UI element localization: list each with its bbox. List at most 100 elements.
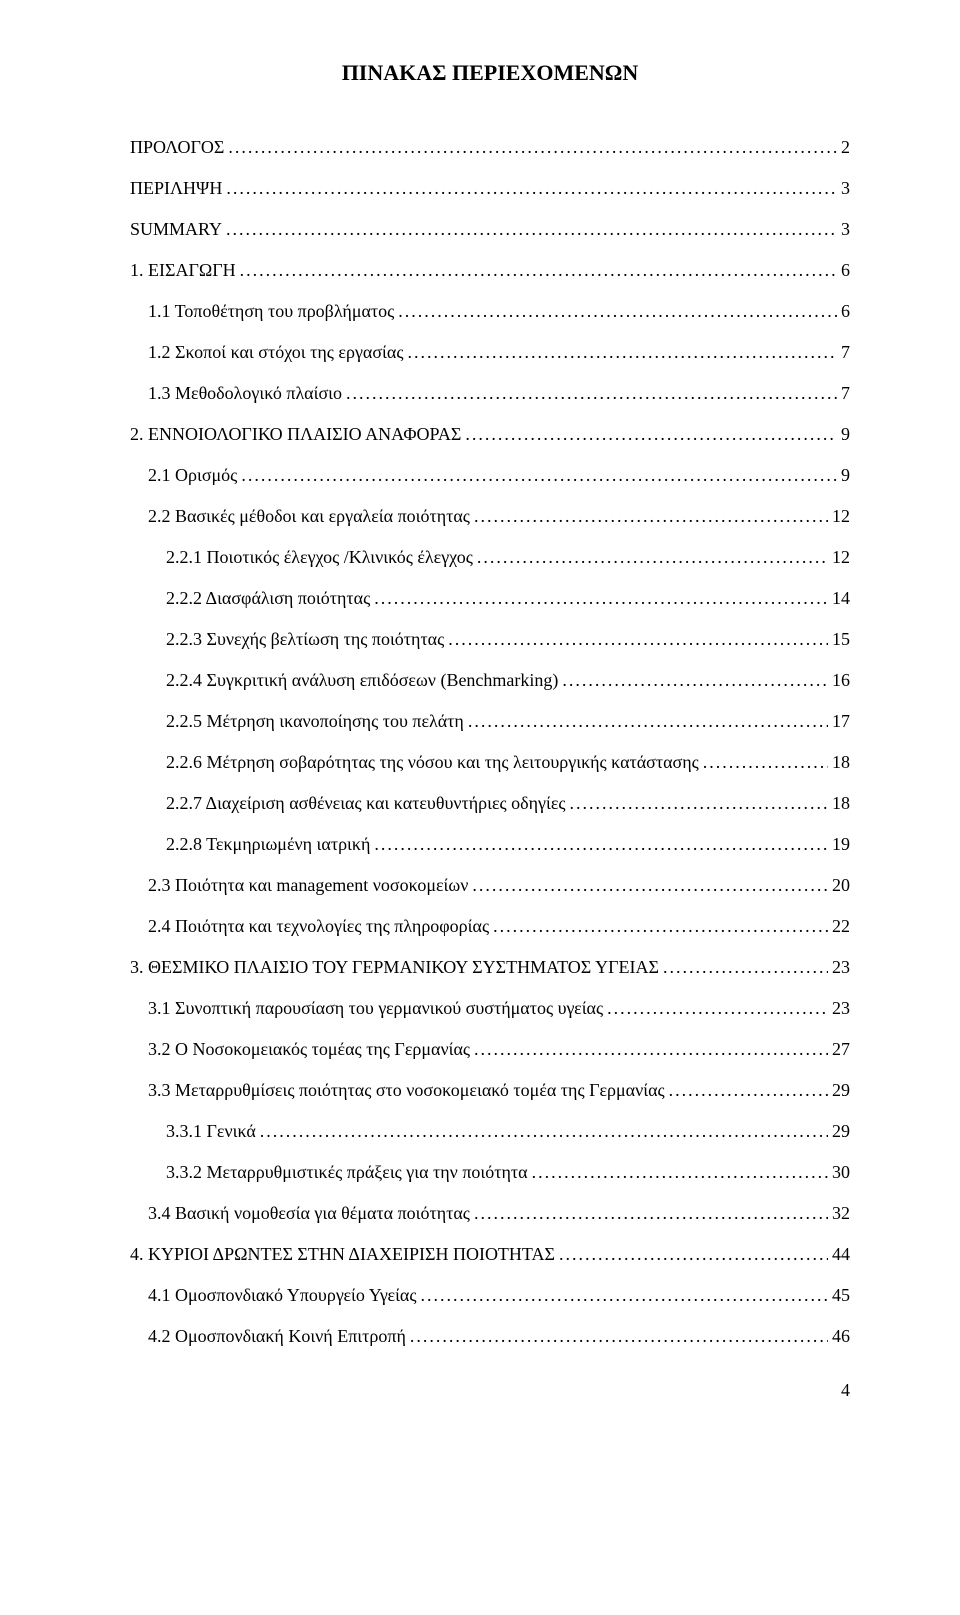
toc-entry-label: 3.2 Ο Νοσοκομειακός τομέας της Γερμανίας (130, 1036, 470, 1063)
toc-leader (562, 667, 828, 694)
toc-entry-label: 3.3 Μεταρρυθμίσεις ποιότητας στο νοσοκομ… (130, 1077, 665, 1104)
toc-row: 2.2.5 Μέτρηση ικανοποίησης του πελάτη 17 (130, 708, 850, 735)
toc-entry-page: 12 (832, 544, 850, 571)
toc-entry-page: 23 (832, 995, 850, 1022)
toc-leader (663, 954, 828, 981)
toc-entry-label: 3.1 Συνοπτική παρουσίαση του γερμανικού … (130, 995, 603, 1022)
toc-entry-page: 16 (832, 667, 850, 694)
toc-entry-label: 1.3 Μεθοδολογικό πλαίσιο (130, 380, 342, 407)
toc-entry-page: 7 (841, 380, 850, 407)
toc-entry-label: 1.2 Σκοποί και στόχοι της εργασίας (130, 339, 403, 366)
toc-row: 3.2 Ο Νοσοκομειακός τομέας της Γερμανίας… (130, 1036, 850, 1063)
toc-entry-page: 32 (832, 1200, 850, 1227)
page-number: 4 (130, 1380, 850, 1401)
toc-leader (477, 544, 828, 571)
toc-entry-page: 29 (832, 1118, 850, 1145)
toc-row: ΠΕΡΙΛΗΨΗ 3 (130, 175, 850, 202)
toc-entry-page: 18 (832, 790, 850, 817)
toc-entry-label: ΠΡΟΛΟΓΟΣ (130, 134, 224, 161)
toc-entry-label: 1.1 Τοποθέτηση του προβλήματος (130, 298, 394, 325)
toc-entry-page: 6 (841, 298, 850, 325)
toc-row: 4.1 Ομοσπονδιακό Υπουργείο Υγείας45 (130, 1282, 850, 1309)
toc-row: 3.3.1 Γενικά 29 (130, 1118, 850, 1145)
toc-entry-page: 18 (832, 749, 850, 776)
toc-entry-page: 14 (832, 585, 850, 612)
toc-row: 2.2.4 Συγκριτική ανάλυση επιδόσεων (Benc… (130, 667, 850, 694)
toc-entry-label: 3.4 Βασική νομοθεσία για θέματα ποιότητα… (130, 1200, 470, 1227)
toc-entry-page: 15 (832, 626, 850, 653)
page-title: ΠΙΝΑΚΑΣ ΠΕΡΙΕΧΟΜΕΝΩΝ (130, 60, 850, 86)
toc-row: 3.3.2 Μεταρρυθμιστικές πράξεις για την π… (130, 1159, 850, 1186)
toc-entry-page: 7 (841, 339, 850, 366)
toc-row: 2.2.2 Διασφάλιση ποιότητας 14 (130, 585, 850, 612)
toc-leader (570, 790, 828, 817)
toc-entry-label: 2.2.4 Συγκριτική ανάλυση επιδόσεων (Benc… (130, 667, 558, 694)
toc-entry-label: 2.2.1 Ποιοτικός έλεγχος /Κλινικός έλεγχο… (130, 544, 473, 571)
toc-row: 4. ΚΥΡΙΟΙ ΔΡΩΝΤΕΣ ΣΤΗΝ ΔΙΑΧΕΙΡΙΣΗ ΠΟΙΟΤΗ… (130, 1241, 850, 1268)
toc-leader (241, 462, 837, 489)
toc-entry-label: 2.2 Βασικές μέθοδοι και εργαλεία ποιότητ… (130, 503, 470, 530)
toc-entry-page: 22 (832, 913, 850, 940)
toc-entry-label: 2.4 Ποιότητα και τεχνολογίες της πληροφο… (130, 913, 489, 940)
toc-leader (374, 831, 828, 858)
toc-leader (465, 421, 837, 448)
toc-entry-label: 1. ΕΙΣΑΓΩΓΗ (130, 257, 236, 284)
toc-leader (226, 216, 837, 243)
toc-row: SUMMARY 3 (130, 216, 850, 243)
toc-row: 4.2 Ομοσπονδιακή Κοινή Επιτροπή 46 (130, 1323, 850, 1350)
toc-entry-label: 4.2 Ομοσπονδιακή Κοινή Επιτροπή (130, 1323, 406, 1350)
toc-entry-label: 2.2.2 Διασφάλιση ποιότητας (130, 585, 370, 612)
toc-entry-page: 12 (832, 503, 850, 530)
toc-entry-page: 3 (841, 216, 850, 243)
toc-leader (669, 1077, 828, 1104)
toc-entry-page: 20 (832, 872, 850, 899)
toc-row: 2.2.6 Μέτρηση σοβαρότητας της νόσου και … (130, 749, 850, 776)
toc-entry-label: 2.2.3 Συνεχής βελτίωση της ποιότητας (130, 626, 444, 653)
toc-entry-label: ΠΕΡΙΛΗΨΗ (130, 175, 222, 202)
toc-row: 2.4 Ποιότητα και τεχνολογίες της πληροφο… (130, 913, 850, 940)
toc-entry-label: 2.2.5 Μέτρηση ικανοποίησης του πελάτη (130, 708, 464, 735)
toc-entry-page: 23 (832, 954, 850, 981)
toc-entry-label: 3.3.2 Μεταρρυθμιστικές πράξεις για την π… (130, 1159, 528, 1186)
toc-row: 3.4 Βασική νομοθεσία για θέματα ποιότητα… (130, 1200, 850, 1227)
toc-leader (493, 913, 828, 940)
toc-entry-label: 2.2.6 Μέτρηση σοβαρότητας της νόσου και … (130, 749, 699, 776)
toc-row: 2. ΕΝΝΟΙΟΛΟΓΙΚΟ ΠΛΑΙΣΙΟ ΑΝΑΦΟΡΑΣ9 (130, 421, 850, 448)
toc-entry-page: 17 (832, 708, 850, 735)
toc-leader (474, 503, 828, 530)
toc-leader (240, 257, 837, 284)
toc-row: 3. ΘΕΣΜΙΚΟ ΠΛΑΙΣΙΟ ΤΟΥ ΓΕΡΜΑΝΙΚΟΥ ΣΥΣΤΗΜ… (130, 954, 850, 981)
toc-entry-page: 29 (832, 1077, 850, 1104)
toc-entry-label: 4. ΚΥΡΙΟΙ ΔΡΩΝΤΕΣ ΣΤΗΝ ΔΙΑΧΕΙΡΙΣΗ ΠΟΙΟΤΗ… (130, 1241, 555, 1268)
toc-leader (410, 1323, 828, 1350)
toc-leader (374, 585, 828, 612)
toc-entry-label: SUMMARY (130, 216, 222, 243)
toc-entry-page: 9 (841, 421, 850, 448)
toc-entry-label: 3.3.1 Γενικά (130, 1118, 256, 1145)
toc-leader (346, 380, 837, 407)
toc-entry-label: 2.2.7 Διαχείριση ασθένειας και κατευθυντ… (130, 790, 566, 817)
toc-entry-page: 30 (832, 1159, 850, 1186)
toc-leader (260, 1118, 828, 1145)
toc-leader (703, 749, 828, 776)
toc-row: 3.1 Συνοπτική παρουσίαση του γερμανικού … (130, 995, 850, 1022)
toc-entry-label: 2.1 Ορισμός (130, 462, 237, 489)
table-of-contents: ΠΡΟΛΟΓΟΣ2ΠΕΡΙΛΗΨΗ3SUMMARY31. ΕΙΣΑΓΩΓΗ61.… (130, 134, 850, 1350)
toc-entry-label: 2.2.8 Τεκμηριωμένη ιατρική (130, 831, 370, 858)
toc-leader (474, 1036, 828, 1063)
toc-row: 2.2.7 Διαχείριση ασθένειας και κατευθυντ… (130, 790, 850, 817)
toc-row: 2.2.3 Συνεχής βελτίωση της ποιότητας 15 (130, 626, 850, 653)
toc-row: 2.2.8 Τεκμηριωμένη ιατρική 19 (130, 831, 850, 858)
toc-entry-page: 3 (841, 175, 850, 202)
toc-row: 2.2 Βασικές μέθοδοι και εργαλεία ποιότητ… (130, 503, 850, 530)
toc-row: 3.3 Μεταρρυθμίσεις ποιότητας στο νοσοκομ… (130, 1077, 850, 1104)
toc-row: 1.2 Σκοποί και στόχοι της εργασίας 7 (130, 339, 850, 366)
toc-row: 1.1 Τοποθέτηση του προβλήματος 6 (130, 298, 850, 325)
toc-entry-label: 3. ΘΕΣΜΙΚΟ ΠΛΑΙΣΙΟ ΤΟΥ ΓΕΡΜΑΝΙΚΟΥ ΣΥΣΤΗΜ… (130, 954, 659, 981)
toc-entry-page: 46 (832, 1323, 850, 1350)
toc-leader (421, 1282, 829, 1309)
toc-leader (472, 872, 828, 899)
toc-entry-page: 2 (841, 134, 850, 161)
toc-leader (228, 134, 837, 161)
toc-entry-page: 19 (832, 831, 850, 858)
